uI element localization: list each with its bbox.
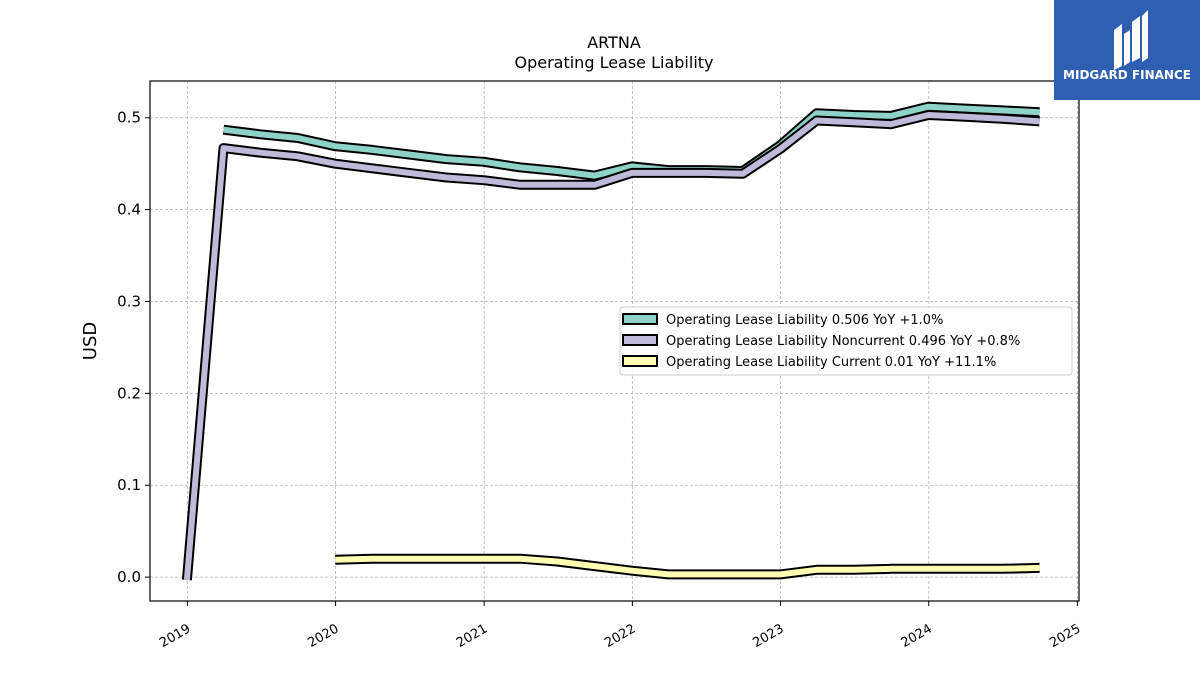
x-tick-label: 2022 bbox=[602, 621, 638, 651]
series-layer bbox=[181, 101, 1040, 581]
y-axis: 0.0 0.1 0.2 0.3 0.4 0.5 bbox=[117, 109, 150, 586]
x-tick-label: 2025 bbox=[1047, 621, 1083, 651]
legend-swatch bbox=[622, 313, 658, 325]
x-tick-label: 2024 bbox=[899, 621, 935, 651]
x-tick-label: 2020 bbox=[305, 621, 341, 651]
y-tick-label: 0.5 bbox=[117, 109, 141, 127]
plot-frame bbox=[149, 80, 1080, 602]
chart-subtitle: Operating Lease Liability bbox=[514, 53, 713, 72]
legend: Operating Lease Liability 0.506 YoY +1.0… bbox=[619, 306, 1073, 376]
brand-name: MIDGARD FINANCE bbox=[1063, 68, 1191, 82]
legend-swatch bbox=[622, 355, 658, 367]
y-tick-label: 0.0 bbox=[117, 568, 141, 586]
brand-logo: MIDGARD FINANCE bbox=[1054, 0, 1200, 100]
legend-swatch bbox=[622, 334, 658, 346]
x-tick-label: 2019 bbox=[157, 621, 193, 651]
x-axis: 2019 2020 2021 2022 2023 2024 2025 bbox=[157, 601, 1083, 651]
legend-entry: Operating Lease Liability Current 0.01 Y… bbox=[666, 355, 996, 370]
chart-title: ARTNA bbox=[587, 33, 641, 52]
y-tick-label: 0.1 bbox=[117, 476, 141, 494]
y-axis-label: USD bbox=[80, 322, 101, 360]
x-tick-label: 2023 bbox=[750, 621, 786, 651]
brand-mark-icon bbox=[1114, 10, 1148, 70]
series-line-operating-lease-liability-current bbox=[335, 555, 1040, 578]
series-line-operating-lease-liability bbox=[223, 103, 1040, 179]
y-tick-label: 0.2 bbox=[117, 384, 141, 402]
x-tick-label: 2021 bbox=[454, 621, 490, 651]
series-line-operating-lease-liability-noncurrent bbox=[183, 112, 1040, 581]
y-tick-label: 0.4 bbox=[117, 201, 141, 219]
legend-box bbox=[619, 306, 1073, 376]
legend-entry: Operating Lease Liability Noncurrent 0.4… bbox=[666, 334, 1020, 349]
y-tick-label: 0.3 bbox=[117, 292, 141, 310]
legend-entry: Operating Lease Liability 0.506 YoY +1.0… bbox=[666, 313, 943, 328]
